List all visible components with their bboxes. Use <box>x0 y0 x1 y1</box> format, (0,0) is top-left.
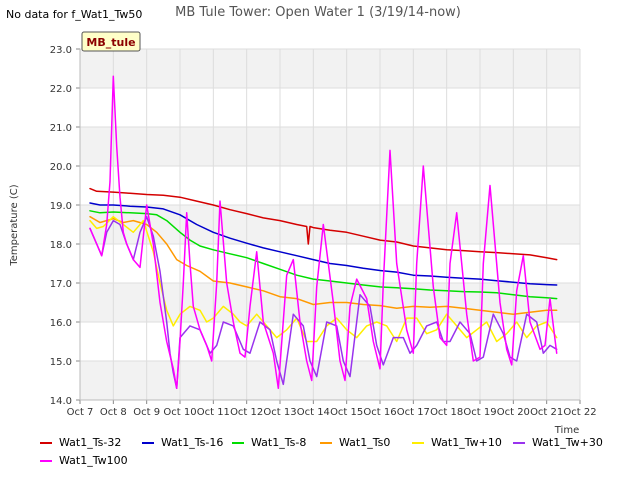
legend-label: Wat1_Ts0 <box>339 436 390 449</box>
y-tick-label: 20.0 <box>50 162 72 173</box>
legend: Wat1_Ts-32 Wat1_Ts-16 Wat1_Ts-8 Wat1_Ts0 Wat… <box>40 436 603 467</box>
x-tick-label: Oct 12 <box>230 407 263 418</box>
y-axis-ticks: 14.0 15.0 16.0 17.0 18.0 19.0 20.0 21.0 22.0 23.0 <box>50 45 580 407</box>
legend-label: Wat1_Ts-32 <box>59 436 121 449</box>
series-line-wat1-ts-8 <box>89 210 558 300</box>
series-layer <box>89 75 558 390</box>
series-line-wat1-tw-30 <box>89 215 558 390</box>
axes <box>79 49 580 401</box>
legend-item: Wat1_Tw+30 <box>513 436 603 449</box>
legend-label: Wat1_Tw+10 <box>431 436 502 449</box>
legend-label: Wat1_Tw100 <box>59 454 128 467</box>
x-tick-label: Oct 20 <box>497 407 530 418</box>
grid-band <box>80 127 580 166</box>
x-tick-label: Oct 7 <box>67 407 94 418</box>
legend-item: Wat1_Ts-16 <box>142 436 223 449</box>
y-tick-label: 22.0 <box>50 84 72 95</box>
badge-label: MB_tule <box>86 36 135 49</box>
x-tick-label: Oct 22 <box>563 407 596 418</box>
y-tick-label: 14.0 <box>50 396 72 407</box>
x-tick-label: Oct 14 <box>297 407 330 418</box>
series-line-wat1-tw100 <box>89 75 558 390</box>
legend-label: Wat1_Ts-16 <box>161 436 223 449</box>
legend-item: Wat1_Ts0 <box>320 436 390 449</box>
x-tick-label: Oct 18 <box>430 407 463 418</box>
y-tick-label: 15.0 <box>50 357 72 368</box>
y-axis-label: Temperature (C) <box>9 184 20 266</box>
grid-bands <box>80 49 580 400</box>
legend-item: Wat1_Tw100 <box>40 454 128 467</box>
grid-band <box>80 361 580 400</box>
x-tick-label: Oct 10 <box>163 407 196 418</box>
chart-title: MB Tule Tower: Open Water 1 (3/19/14-now… <box>175 5 461 20</box>
y-tick-label: 17.0 <box>50 279 72 290</box>
y-tick-label: 19.0 <box>50 201 72 212</box>
y-tick-label: 23.0 <box>50 45 72 56</box>
x-tick-label: Oct 16 <box>363 407 396 418</box>
x-tick-label: Oct 15 <box>330 407 363 418</box>
x-tick-label: Oct 11 <box>197 407 230 418</box>
series-line-wat1-ts-32 <box>89 187 558 261</box>
badge-box <box>81 31 141 52</box>
x-tick-label: Oct 9 <box>133 407 160 418</box>
station-badge: MB_tule <box>81 31 141 52</box>
legend-label: Wat1_Ts-8 <box>251 436 306 449</box>
x-axis-label: Time <box>554 425 579 436</box>
y-tick-label: 16.0 <box>50 318 72 329</box>
legend-item: Wat1_Ts-32 <box>40 436 121 449</box>
y-tick-label: 18.0 <box>50 240 72 251</box>
grid-band <box>80 49 580 88</box>
x-tick-label: Oct 13 <box>263 407 296 418</box>
legend-item: Wat1_Ts-8 <box>232 436 306 449</box>
x-tick-label: Oct 8 <box>100 407 127 418</box>
y-tick-label: 21.0 <box>50 123 72 134</box>
x-tick-label: Oct 21 <box>530 407 563 418</box>
legend-item: Wat1_Tw+10 <box>412 436 502 449</box>
no-data-note: No data for f_Wat1_Tw50 <box>6 8 142 21</box>
x-tick-label: Oct 17 <box>397 407 430 418</box>
legend-label: Wat1_Tw+30 <box>532 436 603 449</box>
x-tick-label: Oct 19 <box>463 407 496 418</box>
grid-band <box>80 205 580 244</box>
